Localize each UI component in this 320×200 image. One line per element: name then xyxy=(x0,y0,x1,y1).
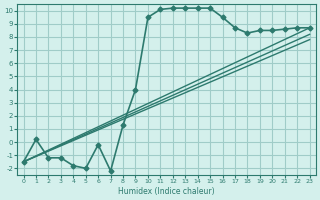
X-axis label: Humidex (Indice chaleur): Humidex (Indice chaleur) xyxy=(118,187,215,196)
